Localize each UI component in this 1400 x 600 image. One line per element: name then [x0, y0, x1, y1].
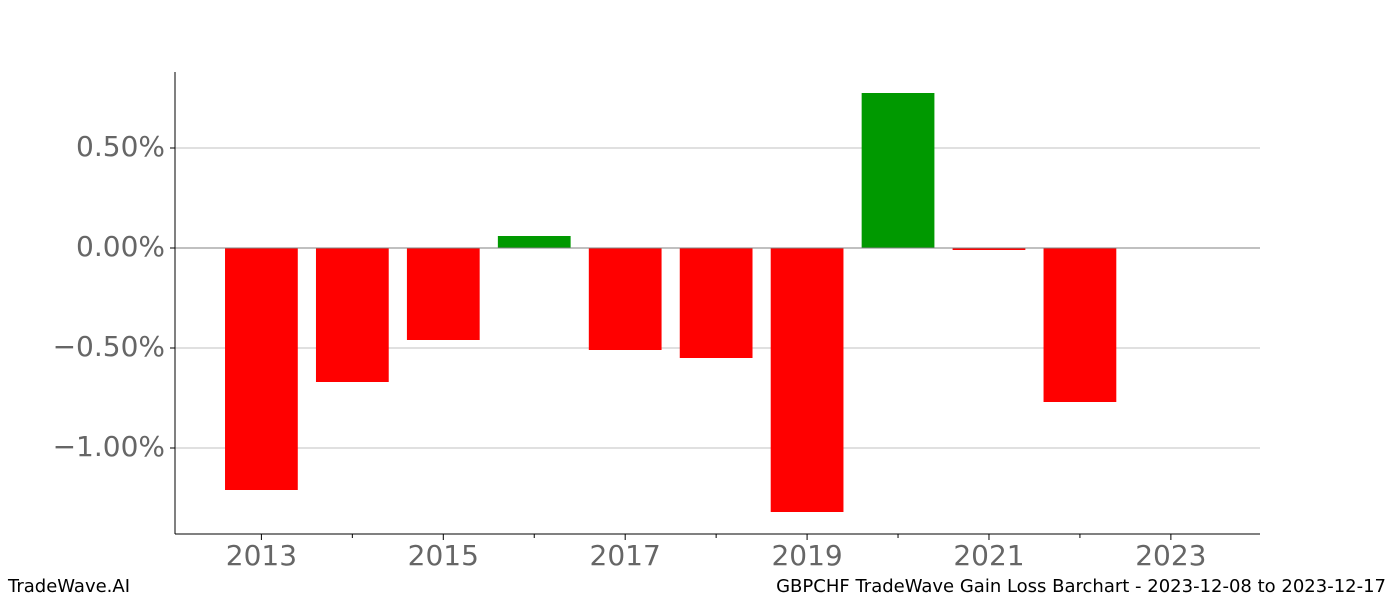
bar [588, 248, 662, 350]
bar [679, 248, 753, 358]
y-tick-label: 0.00% [76, 230, 165, 263]
footer-right: GBPCHF TradeWave Gain Loss Barchart - 20… [776, 576, 1386, 597]
bar [1043, 248, 1117, 402]
bar [952, 248, 1026, 250]
y-tick-label: −0.50% [53, 330, 165, 363]
x-tick-label: 2023 [1135, 539, 1206, 572]
bar [315, 248, 389, 382]
x-tick-label: 2013 [226, 539, 297, 572]
bar [861, 93, 935, 248]
bar [497, 236, 571, 248]
bar [225, 248, 298, 490]
y-tick-label: −1.00% [53, 430, 165, 463]
x-tick-label: 2015 [408, 539, 479, 572]
x-tick-label: 2017 [590, 539, 661, 572]
footer-left: TradeWave.AI [7, 576, 130, 597]
bar [406, 248, 480, 340]
x-tick-label: 2021 [953, 539, 1024, 572]
y-tick-label: 0.50% [76, 130, 165, 163]
bar [770, 248, 844, 512]
x-tick-label: 2019 [771, 539, 842, 572]
